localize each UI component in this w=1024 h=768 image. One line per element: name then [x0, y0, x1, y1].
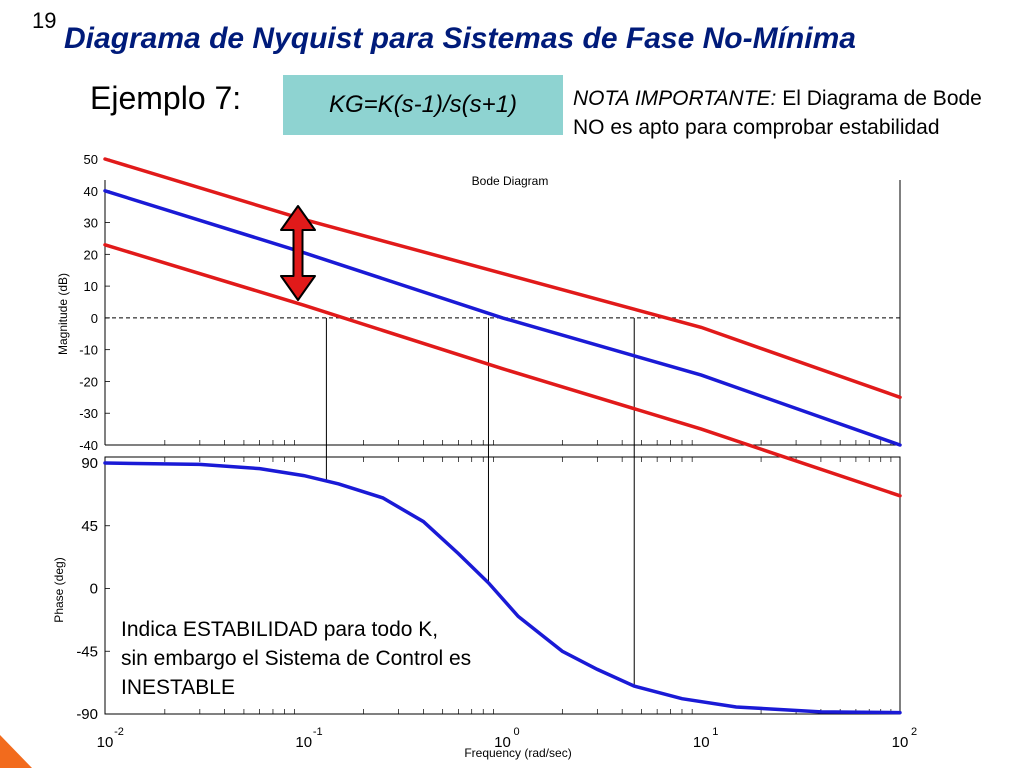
important-note: NOTA IMPORTANTE: El Diagrama de Bode NO … — [573, 84, 1013, 142]
magnitude-curve-upper — [103, 157, 902, 400]
magnitude-tick-label: 10 — [84, 279, 98, 294]
magnitude-curve-nominal — [103, 189, 902, 447]
frequency-tick-label: 10 — [892, 734, 909, 751]
slide-number: 19 — [32, 8, 57, 33]
frequency-tick-exponent: 0 — [513, 726, 519, 738]
phase-tick-label: 0 — [90, 581, 98, 598]
phase-tick-label: 45 — [81, 518, 98, 535]
frequency-tick-exponent: 1 — [712, 726, 718, 738]
frequency-tick-label: 10 — [693, 734, 710, 751]
magnitude-tick-label: -20 — [79, 374, 98, 389]
phase-tick-label: 90 — [81, 455, 98, 472]
magnitude-tick-label: 40 — [84, 184, 98, 199]
magnitude-tick-label: -30 — [79, 406, 98, 421]
frequency-axis-label: Frequency (rad/sec) — [464, 746, 571, 760]
magnitude-tick-label: 50 — [84, 152, 98, 167]
corner-decoration — [0, 735, 32, 768]
transfer-function-text: KG=K(s-1)/s(s+1) — [328, 91, 518, 118]
gain-shift-arrow — [280, 205, 316, 301]
chart-title: Bode Diagram — [472, 174, 549, 188]
example-label: Ejemplo 7: — [90, 80, 242, 116]
frequency-tick-exponent: -1 — [313, 726, 323, 738]
frequency-tick-exponent: 2 — [911, 726, 917, 738]
phase-curve — [103, 461, 902, 715]
magnitude-tick-label: 30 — [84, 216, 98, 231]
note-emphasis: NOTA IMPORTANTE: — [573, 87, 777, 110]
annotation-line-2: sin embargo el Sistema de Control es — [121, 647, 472, 670]
magnitude-axis-label: Magnitude (dB) — [56, 273, 70, 355]
phase-axis-label: Phase (deg) — [52, 557, 66, 622]
magnitude-curve-lower — [103, 243, 902, 498]
note-text: El Diagrama de Bode NO es apto para comp… — [573, 87, 982, 139]
magnitude-tick-label: 20 — [84, 247, 98, 262]
slide-title: Diagrama de Nyquist para Sistemas de Fas… — [64, 22, 856, 55]
annotation-line-1: Indica ESTABILIDAD para todo K, — [121, 618, 439, 641]
magnitude-tick-label: 0 — [91, 311, 98, 326]
frequency-tick-label: 10 — [97, 734, 114, 751]
phase-frame — [104, 456, 901, 715]
frequency-tick-label: 10 — [295, 734, 312, 751]
stability-annotation: Indica ESTABILIDAD para todo K, sin emba… — [121, 615, 561, 702]
frequency-tick-label: 10 — [494, 734, 511, 751]
phase-tick-label: -45 — [76, 643, 98, 660]
phase-tick-label: -90 — [76, 706, 98, 723]
magnitude-tick-label: -10 — [79, 343, 98, 358]
transfer-function-box: KG=K(s-1)/s(s+1) — [283, 75, 563, 135]
magnitude-tick-label: -40 — [79, 438, 98, 453]
annotation-line-3: INESTABLE — [121, 676, 235, 699]
frequency-tick-exponent: -2 — [114, 726, 124, 738]
